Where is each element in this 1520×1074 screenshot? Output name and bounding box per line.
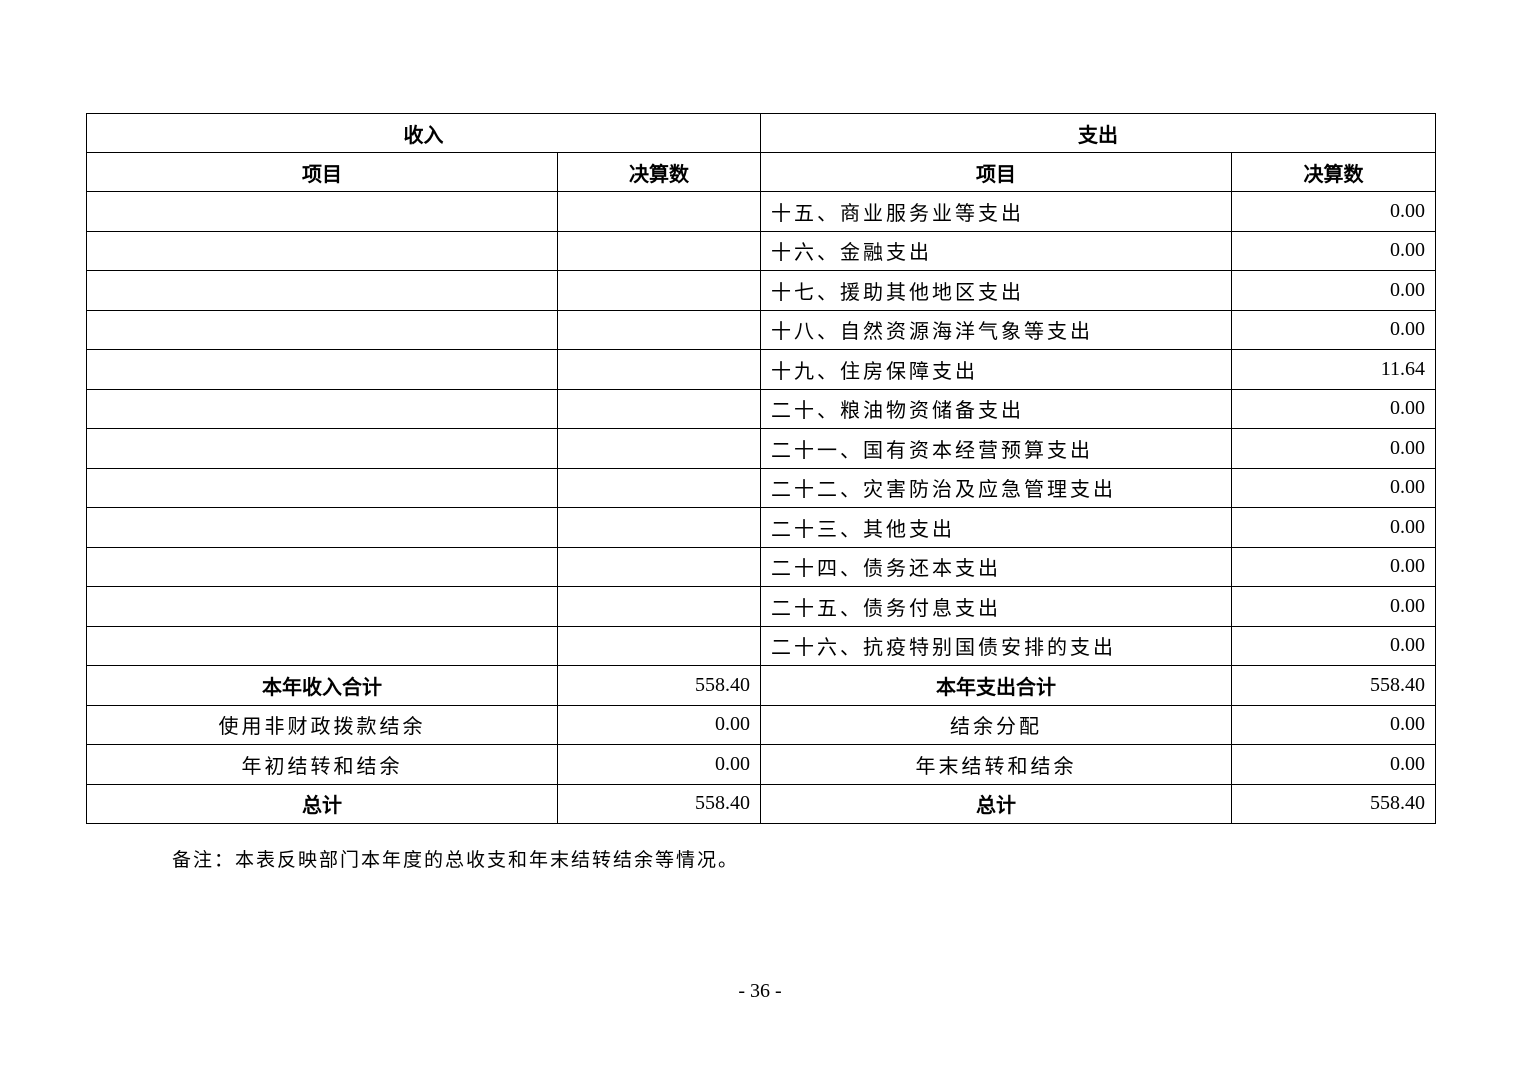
income-amount-cell: [557, 467, 761, 508]
expense-item-cell: 二十三、其他支出: [760, 507, 1232, 548]
expense-amount-cell: 0.00: [1231, 625, 1436, 666]
expense-amount-cell: 0.00: [1231, 586, 1436, 627]
expense-amount-cell: 0.00: [1231, 704, 1436, 745]
income-item-cell: [86, 546, 558, 587]
income-item-column-header: 项目: [86, 152, 558, 192]
income-item-cell: [86, 349, 558, 390]
income-item-cell: [86, 309, 558, 350]
income-item-cell: 总计: [86, 783, 558, 824]
income-header: 收入: [86, 113, 761, 153]
table-row: 二十六、抗疫特别国债安排的支出 0.00: [86, 625, 1436, 666]
summary-row: 年初结转和结余 0.00 年末结转和结余 0.00: [86, 744, 1436, 785]
table-row: 二十三、其他支出 0.00: [86, 507, 1436, 548]
expense-item-cell: 结余分配: [760, 704, 1232, 745]
income-amount-cell: [557, 349, 761, 390]
expense-item-cell: 二十一、国有资本经营预算支出: [760, 428, 1232, 469]
table-note: 备注：本表反映部门本年度的总收支和年末结转结余等情况。: [172, 850, 740, 871]
expense-item-cell: 十六、金融支出: [760, 230, 1232, 271]
expense-item-cell: 总计: [760, 783, 1232, 824]
income-amount-cell: 0.00: [557, 744, 761, 785]
income-amount-cell: [557, 270, 761, 311]
table-group-header-row: 收入 支出: [86, 113, 1436, 153]
table-row: 十六、金融支出 0.00: [86, 230, 1436, 271]
expense-amount-column-header: 决算数: [1231, 152, 1436, 192]
expense-amount-cell: 0.00: [1231, 467, 1436, 508]
expense-item-cell: 年末结转和结余: [760, 744, 1232, 785]
income-amount-column-header: 决算数: [557, 152, 761, 192]
income-item-cell: [86, 388, 558, 429]
expense-item-cell: 二十六、抗疫特别国债安排的支出: [760, 625, 1232, 666]
table-row: 十九、住房保障支出 11.64: [86, 349, 1436, 390]
table-row: 二十一、国有资本经营预算支出 0.00: [86, 428, 1436, 469]
expense-item-cell: 二十二、灾害防治及应急管理支出: [760, 467, 1232, 508]
income-amount-cell: 558.40: [557, 783, 761, 824]
summary-row: 总计 558.40 总计 558.40: [86, 783, 1436, 824]
income-amount-cell: [557, 309, 761, 350]
expense-amount-cell: 11.64: [1231, 349, 1436, 390]
expense-item-cell: 十五、商业服务业等支出: [760, 191, 1232, 232]
expense-amount-cell: 0.00: [1231, 270, 1436, 311]
expense-amount-cell: 0.00: [1231, 191, 1436, 232]
table-row: 十七、援助其他地区支出 0.00: [86, 270, 1436, 311]
summary-row: 使用非财政拨款结余 0.00 结余分配 0.00: [86, 704, 1436, 745]
summary-row: 本年收入合计 558.40 本年支出合计 558.40: [86, 665, 1436, 706]
expense-item-cell: 二十四、债务还本支出: [760, 546, 1232, 587]
income-amount-cell: [557, 191, 761, 232]
table-row: 二十五、债务付息支出 0.00: [86, 586, 1436, 627]
income-amount-cell: [557, 428, 761, 469]
table-column-header-row: 项目 决算数 项目 决算数: [86, 152, 1436, 192]
expense-amount-cell: 0.00: [1231, 428, 1436, 469]
expense-amount-cell: 0.00: [1231, 744, 1436, 785]
income-amount-cell: 558.40: [557, 665, 761, 706]
table-row: 二十二、灾害防治及应急管理支出 0.00: [86, 467, 1436, 508]
income-item-cell: [86, 467, 558, 508]
income-amount-cell: [557, 625, 761, 666]
income-amount-cell: [557, 586, 761, 627]
expense-amount-cell: 0.00: [1231, 230, 1436, 271]
income-amount-cell: [557, 546, 761, 587]
expense-amount-cell: 0.00: [1231, 309, 1436, 350]
page-number: - 36 -: [738, 980, 782, 1002]
expense-item-cell: 二十、粮油物资储备支出: [760, 388, 1232, 429]
income-item-cell: [86, 586, 558, 627]
income-amount-cell: 0.00: [557, 704, 761, 745]
income-amount-cell: [557, 388, 761, 429]
income-item-cell: 年初结转和结余: [86, 744, 558, 785]
income-item-cell: [86, 507, 558, 548]
expense-amount-cell: 0.00: [1231, 546, 1436, 587]
expense-item-column-header: 项目: [760, 152, 1232, 192]
expense-item-cell: 本年支出合计: [760, 665, 1232, 706]
table-row: 二十、粮油物资储备支出 0.00: [86, 388, 1436, 429]
expense-item-cell: 十七、援助其他地区支出: [760, 270, 1232, 311]
income-amount-cell: [557, 230, 761, 271]
table-row: 十八、自然资源海洋气象等支出 0.00: [86, 309, 1436, 350]
expense-amount-cell: 558.40: [1231, 783, 1436, 824]
table-row: 二十四、债务还本支出 0.00: [86, 546, 1436, 587]
income-item-cell: [86, 191, 558, 232]
expense-amount-cell: 558.40: [1231, 665, 1436, 706]
expense-item-cell: 十九、住房保障支出: [760, 349, 1232, 390]
income-amount-cell: [557, 507, 761, 548]
income-item-cell: [86, 428, 558, 469]
income-item-cell: 本年收入合计: [86, 665, 558, 706]
expense-item-cell: 十八、自然资源海洋气象等支出: [760, 309, 1232, 350]
income-item-cell: [86, 625, 558, 666]
income-item-cell: [86, 270, 558, 311]
income-item-cell: 使用非财政拨款结余: [86, 704, 558, 745]
expense-header: 支出: [760, 113, 1436, 153]
table-row: 十五、商业服务业等支出 0.00: [86, 191, 1436, 232]
expense-amount-cell: 0.00: [1231, 507, 1436, 548]
income-expense-table: 收入 支出 项目 决算数 项目 决算数 十五、商业服务业等支出 0.00 十六、金融…: [86, 113, 1436, 824]
income-item-cell: [86, 230, 558, 271]
expense-item-cell: 二十五、债务付息支出: [760, 586, 1232, 627]
expense-amount-cell: 0.00: [1231, 388, 1436, 429]
